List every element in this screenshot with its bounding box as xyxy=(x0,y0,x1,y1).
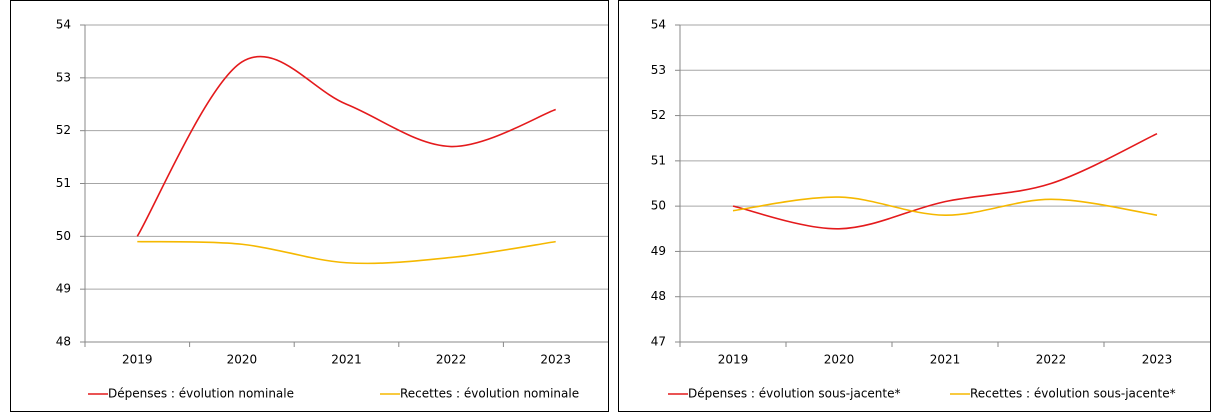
y-tick-label: 51 xyxy=(56,176,71,190)
y-tick-label: 48 xyxy=(651,289,666,303)
series-line xyxy=(732,132,1158,230)
y-tick-label: 54 xyxy=(56,18,71,32)
series-line xyxy=(136,55,556,237)
y-tick-label: 49 xyxy=(651,244,666,258)
legend-label: Recettes : évolution sous-jacente* xyxy=(970,387,1176,401)
y-tick-label: 47 xyxy=(651,335,666,349)
legend-label: Recettes : évolution nominale xyxy=(400,387,579,401)
x-tick-label: 2021 xyxy=(930,353,961,367)
x-tick-label: 2019 xyxy=(122,353,153,367)
y-tick-label: 54 xyxy=(651,18,666,32)
x-tick-label: 2020 xyxy=(227,353,258,367)
x-tick-label: 2021 xyxy=(331,353,362,367)
x-tick-label: 2022 xyxy=(1036,353,1067,367)
series-line xyxy=(137,240,556,265)
panel-border xyxy=(10,0,609,412)
y-tick-label: 53 xyxy=(651,63,666,77)
x-tick-label: 2019 xyxy=(718,353,749,367)
x-tick-label: 2020 xyxy=(824,353,855,367)
x-tick-label: 2023 xyxy=(540,353,571,367)
x-tick-label: 2022 xyxy=(436,353,467,367)
legend-label: Dépenses : évolution nominale xyxy=(108,387,294,401)
y-tick-label: 51 xyxy=(651,153,666,167)
x-tick-label: 2023 xyxy=(1142,353,1173,367)
y-tick-label: 52 xyxy=(651,108,666,122)
y-tick-label: 49 xyxy=(56,282,71,296)
y-tick-label: 50 xyxy=(56,229,71,243)
y-tick-label: 52 xyxy=(56,123,71,137)
y-tick-label: 48 xyxy=(56,335,71,349)
y-tick-label: 50 xyxy=(651,199,666,213)
y-tick-label: 53 xyxy=(56,70,71,84)
series-line xyxy=(732,196,1158,217)
legend-label: Dépenses : évolution sous-jacente* xyxy=(688,387,901,401)
